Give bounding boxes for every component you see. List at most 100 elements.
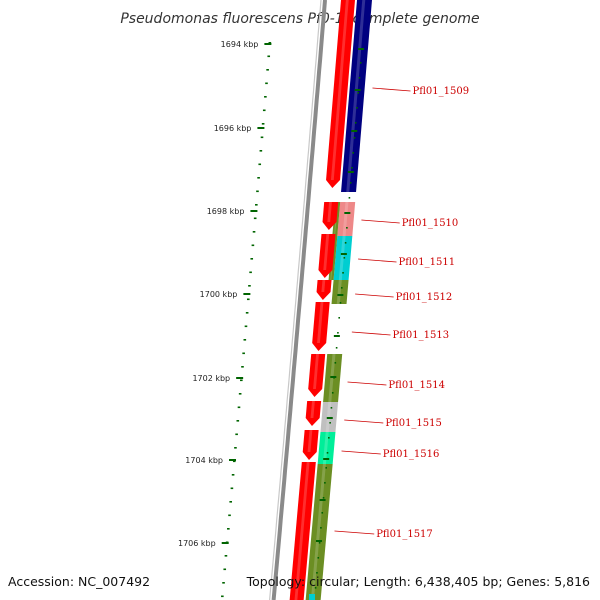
gc-dot xyxy=(335,347,338,349)
forward-cds-8 xyxy=(302,430,319,460)
scale-tick xyxy=(221,542,229,544)
forward-cds-5 xyxy=(312,302,330,351)
gc-mark xyxy=(246,298,250,301)
gc-dot xyxy=(339,302,342,304)
gc-dot xyxy=(347,212,349,214)
gc-dot xyxy=(334,362,337,364)
gc-skew-mark xyxy=(340,253,347,255)
gc-mark xyxy=(238,393,242,395)
accession-text: Accession: NC_007492 xyxy=(8,574,151,589)
gene-leader-line xyxy=(344,419,384,424)
gc-mark xyxy=(265,82,268,85)
scale-label: 1700 kbp xyxy=(200,290,238,299)
gc-dot xyxy=(317,557,320,559)
gc-dot xyxy=(358,77,361,79)
gc-skew-mark xyxy=(358,48,365,50)
gc-mark xyxy=(243,339,247,341)
gc-dot xyxy=(352,152,354,154)
reverse-cds-2 xyxy=(337,202,356,236)
reverse-cds-3 xyxy=(333,236,353,280)
gene-leader-line xyxy=(341,450,381,455)
gc-dot xyxy=(349,182,352,184)
scale-label: 1706 kbp xyxy=(178,539,216,548)
gc-mark xyxy=(259,150,263,152)
gc-skew-mark xyxy=(347,171,354,173)
gc-dot xyxy=(357,92,360,94)
gene-leader-line xyxy=(347,381,387,386)
gc-mark xyxy=(230,487,234,490)
genome-backbone xyxy=(269,0,327,600)
gene-label: Pfl01_1516 xyxy=(383,449,440,460)
gc-mark xyxy=(235,433,238,436)
gc-dot xyxy=(340,287,343,289)
gc-dot xyxy=(337,332,339,334)
gc-mark xyxy=(268,42,272,44)
gene-label: Pfl01_1513 xyxy=(393,330,450,341)
gc-dot xyxy=(342,272,344,274)
gc-mark xyxy=(260,136,264,139)
kbp-scale: 1694 kbp 1696 kbp 1698 kbp 1700 kbp 1702 kbp… xyxy=(178,40,272,548)
backbone-line xyxy=(271,0,327,600)
forward-cds-6 xyxy=(308,354,326,397)
gc-dot xyxy=(329,422,331,424)
gc-dot xyxy=(328,437,330,439)
gc-dot xyxy=(359,62,362,64)
gc-dot xyxy=(346,227,348,229)
gc-skew-mark xyxy=(351,130,358,132)
gc-skew-mark xyxy=(337,294,344,296)
gc-dot xyxy=(351,167,353,169)
gc-mark xyxy=(251,244,255,247)
scale-tick xyxy=(257,127,265,129)
gene-label: Pfl01_1509 xyxy=(413,86,470,97)
gc-mark xyxy=(221,595,224,598)
gene-label: Pfl01_1512 xyxy=(396,292,453,303)
gene-label: Pfl01_1511 xyxy=(399,257,456,268)
gc-mark xyxy=(236,420,240,422)
scale-label: 1702 kbp xyxy=(192,374,230,383)
gc-mark xyxy=(241,366,244,368)
gc-mark xyxy=(224,555,228,557)
gc-mark xyxy=(240,379,243,382)
forward-strand-features xyxy=(289,0,355,600)
topology-text: Topology: circular; Length: 6,438,405 bp… xyxy=(246,574,590,589)
scale-label: 1704 kbp xyxy=(185,456,223,465)
gc-dot xyxy=(353,137,356,139)
map-title: Pseudomonas fluorescens Pf0-1, complete … xyxy=(120,11,479,27)
gc-dot xyxy=(330,407,333,409)
gc-mark xyxy=(245,312,249,314)
scale-tick xyxy=(229,459,237,461)
gene-label: Pfl01_1510 xyxy=(402,218,459,229)
gc-mark xyxy=(253,217,257,220)
forward-cds-2 xyxy=(322,202,339,230)
gc-mark xyxy=(249,271,252,274)
gene-labels: Pfl01_1509 Pfl01_1510 Pfl01_1511 Pfl01_1512… xyxy=(334,86,470,540)
scale-tick xyxy=(264,43,272,45)
scale-tick xyxy=(236,377,244,379)
gc-dot xyxy=(320,527,322,529)
backbone-edge xyxy=(269,0,322,600)
gene-leader-line xyxy=(355,293,394,298)
gc-skew-mark xyxy=(354,89,361,91)
gc-mark xyxy=(257,177,260,179)
reverse-cds-4 xyxy=(331,280,349,304)
reverse-cds-tail xyxy=(308,594,315,600)
gc-mark xyxy=(264,96,267,98)
gc-mark xyxy=(227,528,230,530)
gc-dot xyxy=(318,542,321,544)
gc-skew-mark xyxy=(315,540,322,542)
gc-dot xyxy=(324,482,326,484)
gc-mark xyxy=(261,123,265,125)
gc-dot xyxy=(338,317,341,319)
gene-leader-line xyxy=(334,530,375,535)
gc-mark xyxy=(242,352,245,355)
gc-mark xyxy=(258,163,262,166)
gc-dot xyxy=(316,572,318,574)
gc-skew-mark xyxy=(333,335,340,337)
gene-label: Pfl01_1514 xyxy=(388,380,445,391)
gc-mark xyxy=(232,460,236,463)
scale-label: 1694 kbp xyxy=(221,40,259,49)
gc-mark xyxy=(228,514,231,517)
gc-dot xyxy=(331,392,334,394)
gc-mark xyxy=(256,190,259,193)
